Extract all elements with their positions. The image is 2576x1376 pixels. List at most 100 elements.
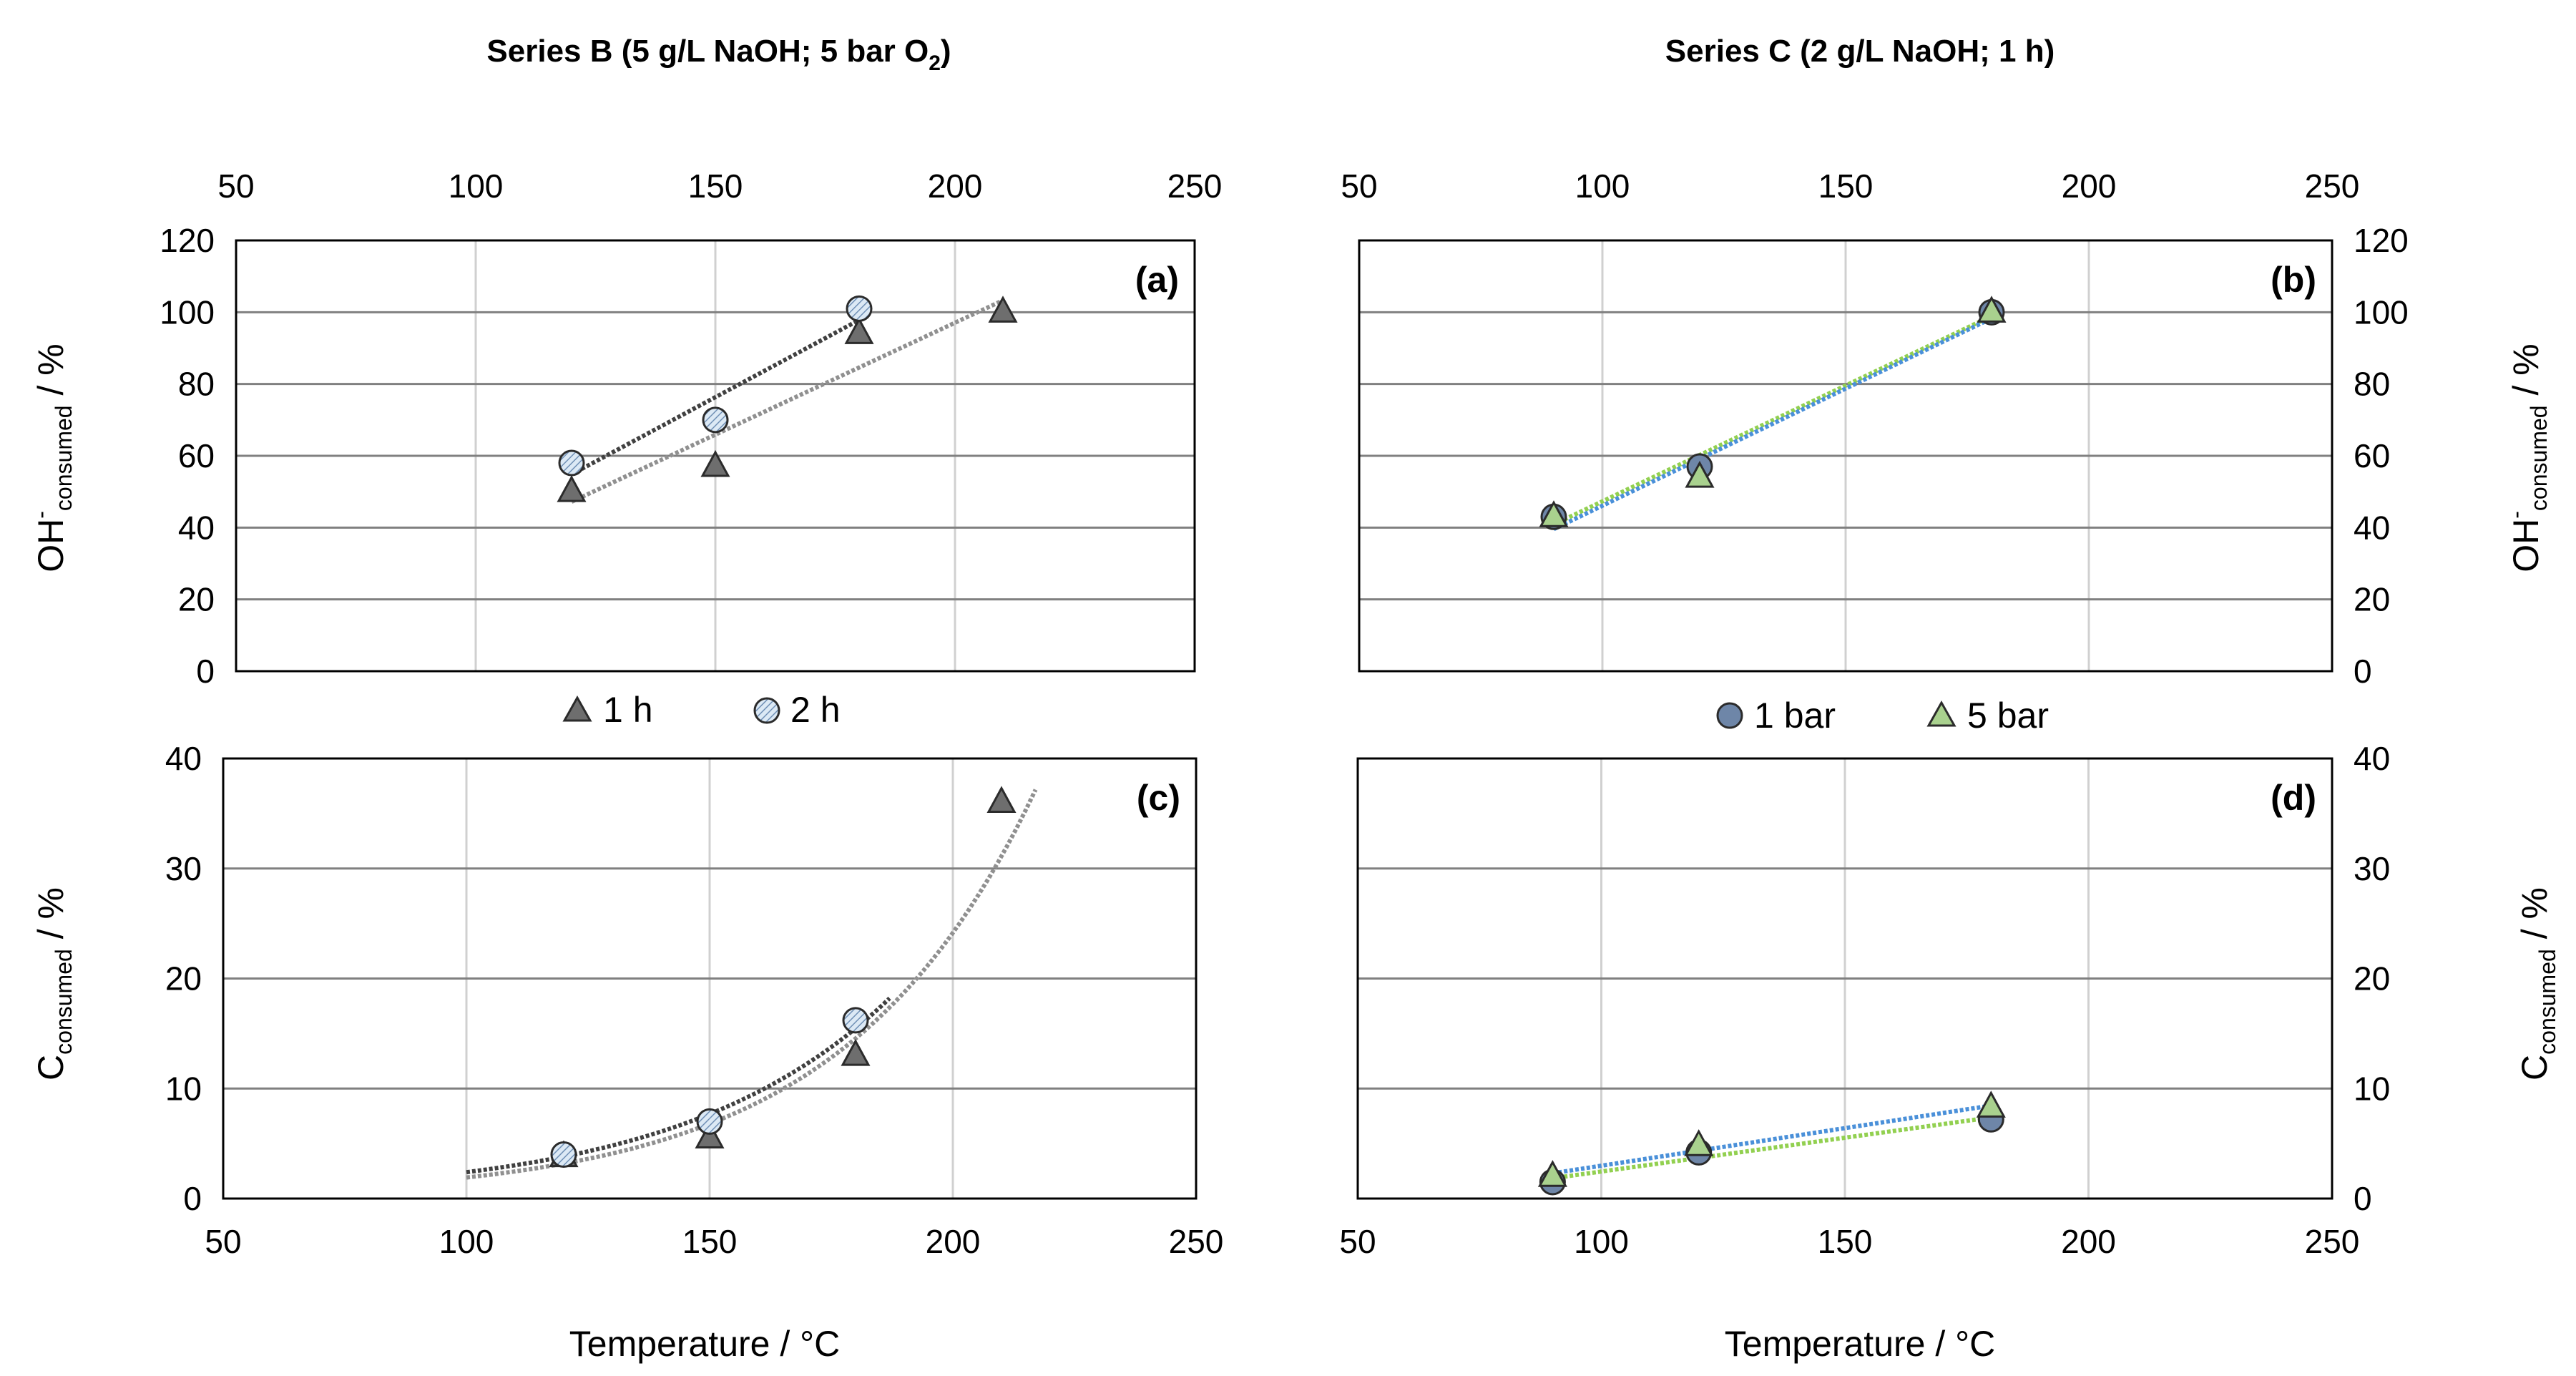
data-point-triangle [1539,500,1569,527]
y-axis-label-oh-right: OH-consumed / % [2503,343,2552,572]
data-point-triangle [986,786,1017,813]
data-point-circle [696,1108,723,1135]
plot-frame [222,757,1198,1200]
x-tick-label: 100 [1574,1223,1629,1260]
x-tick-label: 250 [1169,1223,1224,1260]
x-axis-label-right: Temperature / °C [1725,1324,1995,1364]
y-tick-label: 20 [2354,581,2390,618]
trendline-1-h [570,298,1004,504]
x-tick-label: 200 [928,167,983,205]
x-tick-label: 150 [682,1223,738,1260]
legend-circle-marker [1716,702,1743,729]
legend-triangle-marker [562,695,592,722]
plot-frame [1358,239,2333,673]
legend-label-1h: 1 h [603,690,653,730]
chart-panel-a: 50 100 150 200 250 0 20 40 60 80 100 120 (a) [160,167,1222,690]
y-tick-label: 30 [2354,850,2390,887]
chart-panel-d: 50 100 150 200 250 0 10 20 30 40 (d) [1339,740,2390,1260]
x-tick-label: 250 [2305,167,2360,205]
y-tick-label: 100 [2354,293,2409,331]
legend-right: 1 bar 5 bar [1716,696,2049,736]
data-point-triangle [1977,296,2007,323]
x-tick-label: 100 [449,167,504,205]
y-axis-label-oh-left: OH-consumed / % [28,343,77,572]
plot-frame [235,239,1196,673]
y-tick-label: 80 [2354,366,2390,403]
data-point-circle [702,406,729,434]
series-c-title: Series C (2 g/L NaOH; 1 h) [1665,34,2055,69]
data-point-triangle [1684,1129,1714,1156]
trendline-5-bar [1552,316,1993,532]
legend-hatched-circle-marker [753,697,780,724]
chart-panel-c: 50 100 150 200 250 0 10 20 30 40 (c) [165,740,1224,1260]
x-tick-label: 150 [688,167,743,205]
x-tick-label: 100 [1575,167,1630,205]
x-axis-label-left: Temperature / °C [569,1324,840,1364]
trendline-2-h [570,318,861,477]
series-b-title: Series B (5 g/L NaOH; 5 bar O2) [486,34,951,75]
chart-panel-b: 50 100 150 200 250 0 20 40 60 80 100 120 (b) [1341,167,2408,690]
x-tick-label: 50 [217,167,254,205]
panel-label: (d) [2271,778,2316,818]
data-point-triangle [1537,1160,1567,1187]
x-tick-label: 200 [2062,167,2117,205]
x-tick-label: 200 [2061,1223,2116,1260]
data-point-triangle [1685,460,1715,488]
x-tick-label: 150 [1818,167,1874,205]
trendline-1-h [466,789,1038,1180]
x-tick-label: 50 [1339,1223,1376,1260]
trendline-2-h [466,996,891,1175]
y-axis-label-c-right: Cconsumed / % [2514,887,2560,1080]
data-point-circle [842,1007,869,1034]
data-point-triangle [695,1121,725,1148]
legend-label-2h: 2 h [790,690,841,730]
y-tick-label: 0 [2354,653,2372,690]
y-tick-label: 10 [2354,1070,2390,1107]
y-axis-label-c-left: Cconsumed / % [31,887,77,1080]
legend-label-5bar: 5 bar [1967,696,2049,736]
x-tick-label: 50 [1341,167,1377,205]
legend-label-1bar: 1 bar [1754,696,1836,736]
y-tick-label: 60 [178,437,215,474]
x-tick-label: 150 [1818,1223,1873,1260]
data-point-triangle [557,475,587,502]
y-tick-label: 40 [2354,740,2390,777]
legend-left: 1 h 2 h [562,690,841,730]
plot-frame [1356,757,2333,1200]
y-tick-label: 20 [178,581,215,618]
y-tick-label: 0 [2354,1180,2372,1217]
y-tick-label: 0 [183,1180,202,1217]
y-tick-label: 120 [160,222,215,259]
y-tick-label: 20 [2354,960,2390,997]
data-point-triangle [700,449,730,477]
y-tick-label: 40 [2354,509,2390,546]
y-tick-label: 120 [2354,222,2409,259]
y-tick-label: 10 [165,1070,202,1107]
legend-green-triangle-marker [1926,700,1957,727]
y-tick-label: 80 [178,366,215,403]
y-tick-label: 30 [165,850,202,887]
trendline-1-bar [1552,1115,1992,1181]
panel-label: (c) [1137,778,1180,818]
x-tick-label: 100 [439,1223,494,1260]
y-tick-label: 100 [160,293,215,331]
data-point-triangle [1976,1090,2006,1118]
data-point-triangle [841,1038,871,1066]
y-tick-label: 40 [178,509,215,546]
data-point-circle [846,295,873,322]
trendline-1-bar [1552,313,1993,527]
x-tick-label: 250 [1167,167,1223,205]
panel-label: (a) [1135,260,1179,300]
data-point-triangle [988,296,1018,323]
y-tick-label: 20 [165,960,202,997]
trendline-5-bar [1552,1103,1992,1176]
panel-label: (b) [2271,260,2316,300]
data-point-circle [550,1141,577,1168]
y-tick-label: 40 [165,740,202,777]
data-point-circle [558,449,585,477]
x-tick-label: 250 [2305,1223,2360,1260]
y-tick-label: 0 [196,653,215,690]
y-tick-label: 60 [2354,437,2390,474]
data-point-triangle [844,317,874,344]
